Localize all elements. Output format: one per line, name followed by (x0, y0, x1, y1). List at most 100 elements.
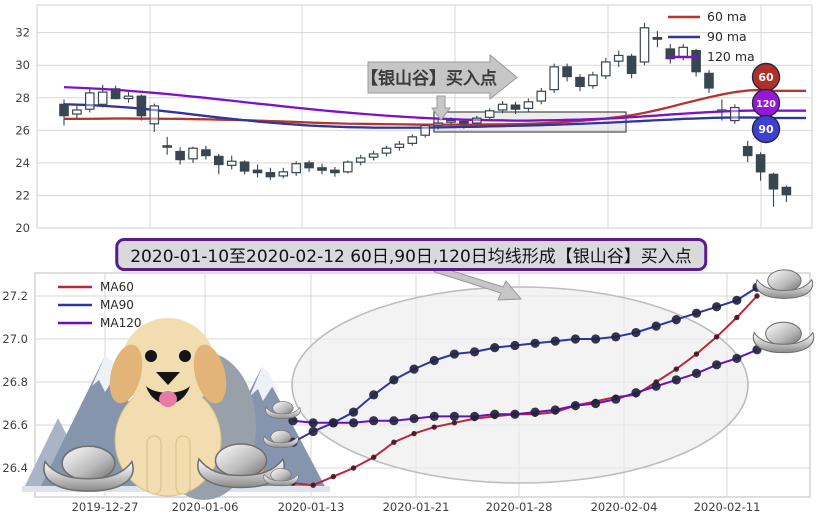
candle (330, 166, 340, 177)
candle (136, 94, 147, 121)
dog-ear (109, 344, 143, 404)
candle-body (355, 157, 366, 163)
data-point (550, 336, 560, 346)
candle (562, 63, 572, 82)
y-tick-label: 20 (15, 221, 30, 235)
candle-body (600, 61, 611, 77)
data-point (550, 405, 560, 415)
candle-body (265, 172, 276, 178)
data-point (348, 418, 359, 428)
data-point (570, 334, 581, 344)
candle (484, 108, 495, 121)
data-point (330, 473, 337, 480)
candle-body (291, 163, 301, 174)
candle (600, 57, 611, 80)
ma-badge (751, 114, 781, 144)
data-point (591, 334, 601, 344)
callout-text: 【银山谷】买入点 (361, 68, 497, 89)
candle-body (252, 169, 263, 174)
data-point (328, 418, 338, 428)
candle-body (562, 66, 572, 78)
candle-body (691, 49, 701, 73)
candle (304, 160, 314, 172)
candle (226, 155, 237, 170)
candle (407, 134, 418, 146)
snow-cap (250, 367, 279, 401)
candle (201, 145, 211, 160)
candle (523, 98, 534, 112)
silver-yuanbao-ingot-end-mid (752, 321, 815, 354)
candle (536, 88, 547, 105)
ma-badge-label: 60 (758, 71, 774, 84)
x-tick-label: 2019-12-27 (72, 500, 139, 514)
candle-body (665, 48, 676, 60)
data-point (369, 416, 379, 426)
candle (613, 50, 624, 67)
ma-line-MA60 (292, 295, 758, 487)
candle (729, 104, 740, 124)
x-tick-label: 2020-01-06 (172, 500, 239, 514)
data-point (449, 411, 459, 421)
candle (239, 160, 250, 175)
data-point (429, 411, 439, 421)
data-point (510, 340, 520, 351)
candle (252, 164, 263, 178)
candle (162, 136, 172, 155)
banner-title: 2020-01-10至2020-02-12 60日,90日,120日均线形成【银… (115, 238, 707, 271)
silver-yuanbao-ingot-end-top (755, 269, 814, 299)
candle-body (742, 146, 753, 157)
data-point (691, 368, 702, 378)
candle (110, 85, 121, 100)
data-point (530, 338, 540, 348)
data-point (389, 416, 399, 426)
candle (214, 153, 224, 175)
y-tick-label: 30 (15, 58, 30, 72)
candle (665, 44, 676, 64)
candle-body (459, 120, 469, 125)
data-point (308, 426, 318, 437)
data-point (631, 327, 641, 338)
data-point (451, 420, 458, 426)
x-tick-label: 2020-01-13 (278, 500, 345, 514)
candle-body (626, 55, 637, 74)
candle-body (755, 154, 766, 173)
candle-body (652, 36, 663, 40)
candle (84, 88, 95, 113)
candle-body (704, 72, 714, 89)
candle (59, 99, 69, 126)
data-point (391, 439, 397, 445)
data-point (409, 364, 419, 374)
dog-leg (175, 435, 191, 495)
candle-body (549, 66, 559, 91)
silver-valley-callout: 【银山谷】买入点 (361, 53, 518, 121)
candle-body (330, 169, 340, 174)
candle (652, 31, 663, 48)
candle-body (381, 147, 392, 154)
candle (626, 53, 637, 79)
y-tick-label: 32 (15, 26, 30, 40)
bottom-plot-border (34, 272, 811, 498)
candle-body (59, 103, 69, 117)
data-point (693, 351, 700, 357)
data-point (308, 418, 318, 428)
candle-body (239, 161, 250, 172)
y-tick-label: 28 (15, 91, 30, 105)
data-point (409, 413, 419, 424)
candle (781, 185, 792, 202)
data-point (713, 334, 720, 340)
down-arrow (431, 95, 451, 121)
candle (123, 92, 134, 103)
candle-body (407, 136, 418, 144)
data-point (429, 355, 439, 366)
candle (497, 101, 508, 114)
candle-body (175, 150, 185, 161)
data-point (651, 321, 661, 331)
candle-body (613, 54, 624, 62)
ma-badge-label: 120 (756, 99, 776, 110)
candle (420, 123, 430, 138)
candle-body (97, 91, 108, 105)
y-tick-label: 27.0 (2, 332, 28, 346)
candle (575, 74, 585, 92)
candle (355, 154, 366, 166)
